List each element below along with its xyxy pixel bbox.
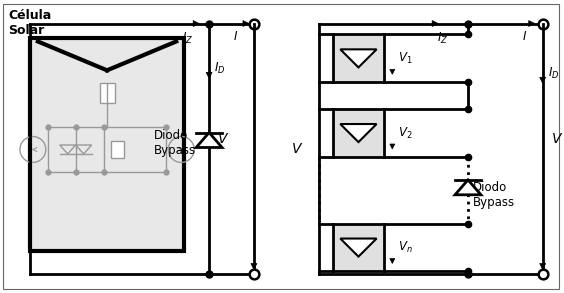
Polygon shape	[340, 49, 377, 67]
Bar	[100, 83, 114, 103]
Polygon shape	[206, 72, 212, 78]
Polygon shape	[340, 239, 377, 257]
Polygon shape	[193, 21, 199, 26]
Polygon shape	[390, 258, 395, 263]
Text: $I$: $I$	[233, 30, 239, 43]
Text: Diodo
Bypass: Diodo Bypass	[155, 129, 196, 157]
Bar	[333, 109, 384, 157]
Text: $V$: $V$	[550, 132, 563, 146]
Polygon shape	[528, 21, 535, 26]
Text: $I$: $I$	[522, 30, 527, 43]
Polygon shape	[340, 124, 377, 142]
Text: $V_2$: $V_2$	[398, 125, 413, 141]
Polygon shape	[390, 69, 395, 74]
Bar	[111, 141, 125, 159]
Text: $V_n$: $V_n$	[398, 240, 413, 255]
Bar	[333, 35, 384, 82]
Polygon shape	[243, 21, 249, 26]
Text: $I_D$: $I_D$	[548, 66, 559, 81]
Polygon shape	[432, 21, 438, 26]
Polygon shape	[455, 180, 481, 195]
Text: Diodo
Bypass: Diodo Bypass	[473, 181, 515, 209]
Polygon shape	[540, 77, 545, 83]
Bar	[333, 224, 384, 271]
Text: $I_D$: $I_D$	[214, 61, 226, 76]
Text: $V_1$: $V_1$	[398, 51, 413, 66]
Text: $I_Z$: $I_Z$	[182, 30, 193, 46]
Polygon shape	[540, 263, 545, 270]
Bar	[30, 38, 184, 251]
Text: $V$: $V$	[292, 142, 303, 156]
Polygon shape	[196, 132, 222, 147]
Text: $V$: $V$	[217, 132, 230, 146]
Text: $I_Z$: $I_Z$	[438, 30, 449, 46]
Polygon shape	[251, 263, 257, 270]
Text: Célula
Solar: Célula Solar	[8, 8, 51, 37]
Polygon shape	[390, 144, 395, 149]
